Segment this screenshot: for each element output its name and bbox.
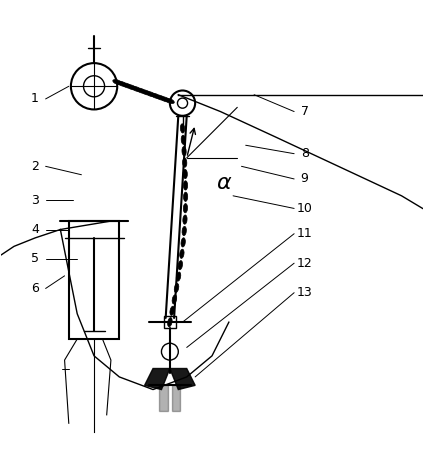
- Ellipse shape: [183, 203, 187, 213]
- Ellipse shape: [181, 135, 185, 145]
- Ellipse shape: [123, 83, 131, 88]
- Text: 9: 9: [301, 173, 309, 185]
- Ellipse shape: [170, 306, 174, 315]
- Text: 8: 8: [301, 147, 309, 160]
- Ellipse shape: [182, 146, 186, 156]
- Polygon shape: [170, 369, 195, 390]
- Text: 6: 6: [31, 282, 39, 295]
- Text: 1: 1: [31, 92, 39, 106]
- Text: 12: 12: [297, 257, 312, 270]
- Ellipse shape: [156, 95, 165, 100]
- Bar: [69, 221, 119, 339]
- Polygon shape: [159, 386, 168, 411]
- Ellipse shape: [183, 158, 187, 167]
- Ellipse shape: [181, 238, 185, 247]
- Text: 4: 4: [31, 223, 39, 236]
- Ellipse shape: [183, 215, 187, 224]
- Ellipse shape: [165, 99, 174, 104]
- Ellipse shape: [132, 86, 141, 91]
- Ellipse shape: [127, 85, 136, 90]
- Ellipse shape: [167, 318, 172, 327]
- Text: 3: 3: [31, 194, 39, 207]
- Ellipse shape: [176, 272, 181, 281]
- Bar: [164, 316, 176, 329]
- Polygon shape: [172, 386, 180, 411]
- Ellipse shape: [184, 192, 188, 202]
- Ellipse shape: [137, 88, 145, 93]
- Ellipse shape: [161, 97, 170, 102]
- Text: 13: 13: [297, 286, 312, 299]
- Ellipse shape: [183, 169, 187, 179]
- Ellipse shape: [180, 124, 184, 133]
- Text: 7: 7: [301, 105, 309, 118]
- Ellipse shape: [172, 295, 177, 304]
- Ellipse shape: [174, 283, 179, 292]
- Ellipse shape: [117, 81, 126, 86]
- Ellipse shape: [146, 92, 155, 97]
- Ellipse shape: [151, 93, 160, 98]
- Ellipse shape: [142, 90, 151, 95]
- Text: 11: 11: [297, 227, 312, 240]
- Polygon shape: [145, 369, 170, 390]
- Ellipse shape: [180, 249, 184, 258]
- Text: 10: 10: [297, 202, 312, 215]
- Ellipse shape: [184, 181, 188, 190]
- Ellipse shape: [113, 79, 122, 84]
- Ellipse shape: [182, 226, 187, 235]
- Ellipse shape: [178, 261, 182, 270]
- Text: 2: 2: [31, 160, 39, 173]
- Text: 5: 5: [31, 252, 39, 265]
- Text: $\alpha$: $\alpha$: [217, 172, 233, 194]
